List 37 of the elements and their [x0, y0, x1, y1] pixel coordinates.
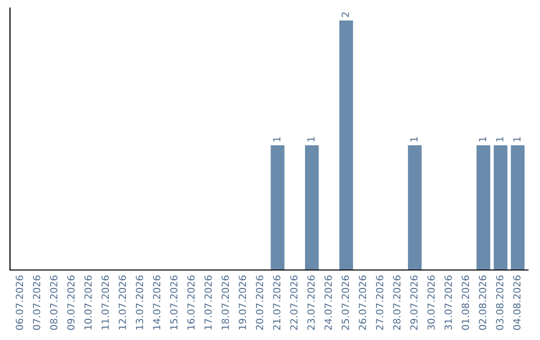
data-label: 1 [496, 137, 504, 142]
x-tick-label: 13.07.2026 [136, 275, 144, 330]
data-label: 2 [342, 12, 349, 17]
x-tick-label: 19.07.2026 [238, 275, 246, 330]
x-tick-label: 24.07.2026 [324, 275, 332, 330]
data-label: 1 [479, 137, 486, 142]
data-label: 1 [273, 137, 280, 142]
x-tick-label: 29.07.2026 [410, 275, 418, 330]
data-label: 1 [307, 137, 315, 142]
x-tick-label: 18.07.2026 [222, 275, 229, 330]
x-tick-label: 10.07.2026 [84, 275, 92, 330]
x-tick-label: 26.07.2026 [358, 275, 366, 330]
x-tick-label: 28.07.2026 [393, 275, 400, 330]
x-tick-label: 14.07.2026 [152, 275, 160, 330]
x-tick-label: 04.08.2026 [513, 275, 521, 330]
data-label: 1 [410, 137, 418, 142]
x-tick-label: 11.07.2026 [102, 275, 109, 330]
x-tick-label: 03.08.2026 [496, 275, 504, 330]
x-tick-label: 22.07.2026 [290, 275, 298, 330]
x-tick-label: 30.07.2026 [427, 275, 435, 330]
x-tick-label: 27.07.2026 [376, 275, 384, 330]
x-tick-label: 15.07.2026 [170, 275, 178, 330]
data-label: 1 [513, 137, 520, 142]
x-tick-label: 23.07.2026 [307, 275, 315, 330]
x-tick-label: 02.08.2026 [478, 275, 486, 330]
x-tick-label: 06.07.2026 [16, 275, 24, 330]
x-tick-label: 16.07.2026 [187, 275, 195, 330]
x-tick-label: 31.07.2026 [444, 275, 452, 330]
x-tick-label: 09.07.2026 [67, 275, 75, 330]
x-tick-label: 12.07.2026 [118, 275, 126, 330]
x-tick-label: 17.07.2026 [204, 275, 212, 330]
x-tick-label: 08.07.2026 [50, 275, 58, 330]
x-tick-label: 21.07.2026 [273, 275, 280, 330]
x-tick-label: 07.07.2026 [32, 275, 40, 330]
x-tick-label: 01.08.2026 [462, 275, 470, 330]
x-tick-label: 20.07.2026 [256, 275, 264, 330]
x-tick-label: 25.07.2026 [342, 275, 350, 330]
